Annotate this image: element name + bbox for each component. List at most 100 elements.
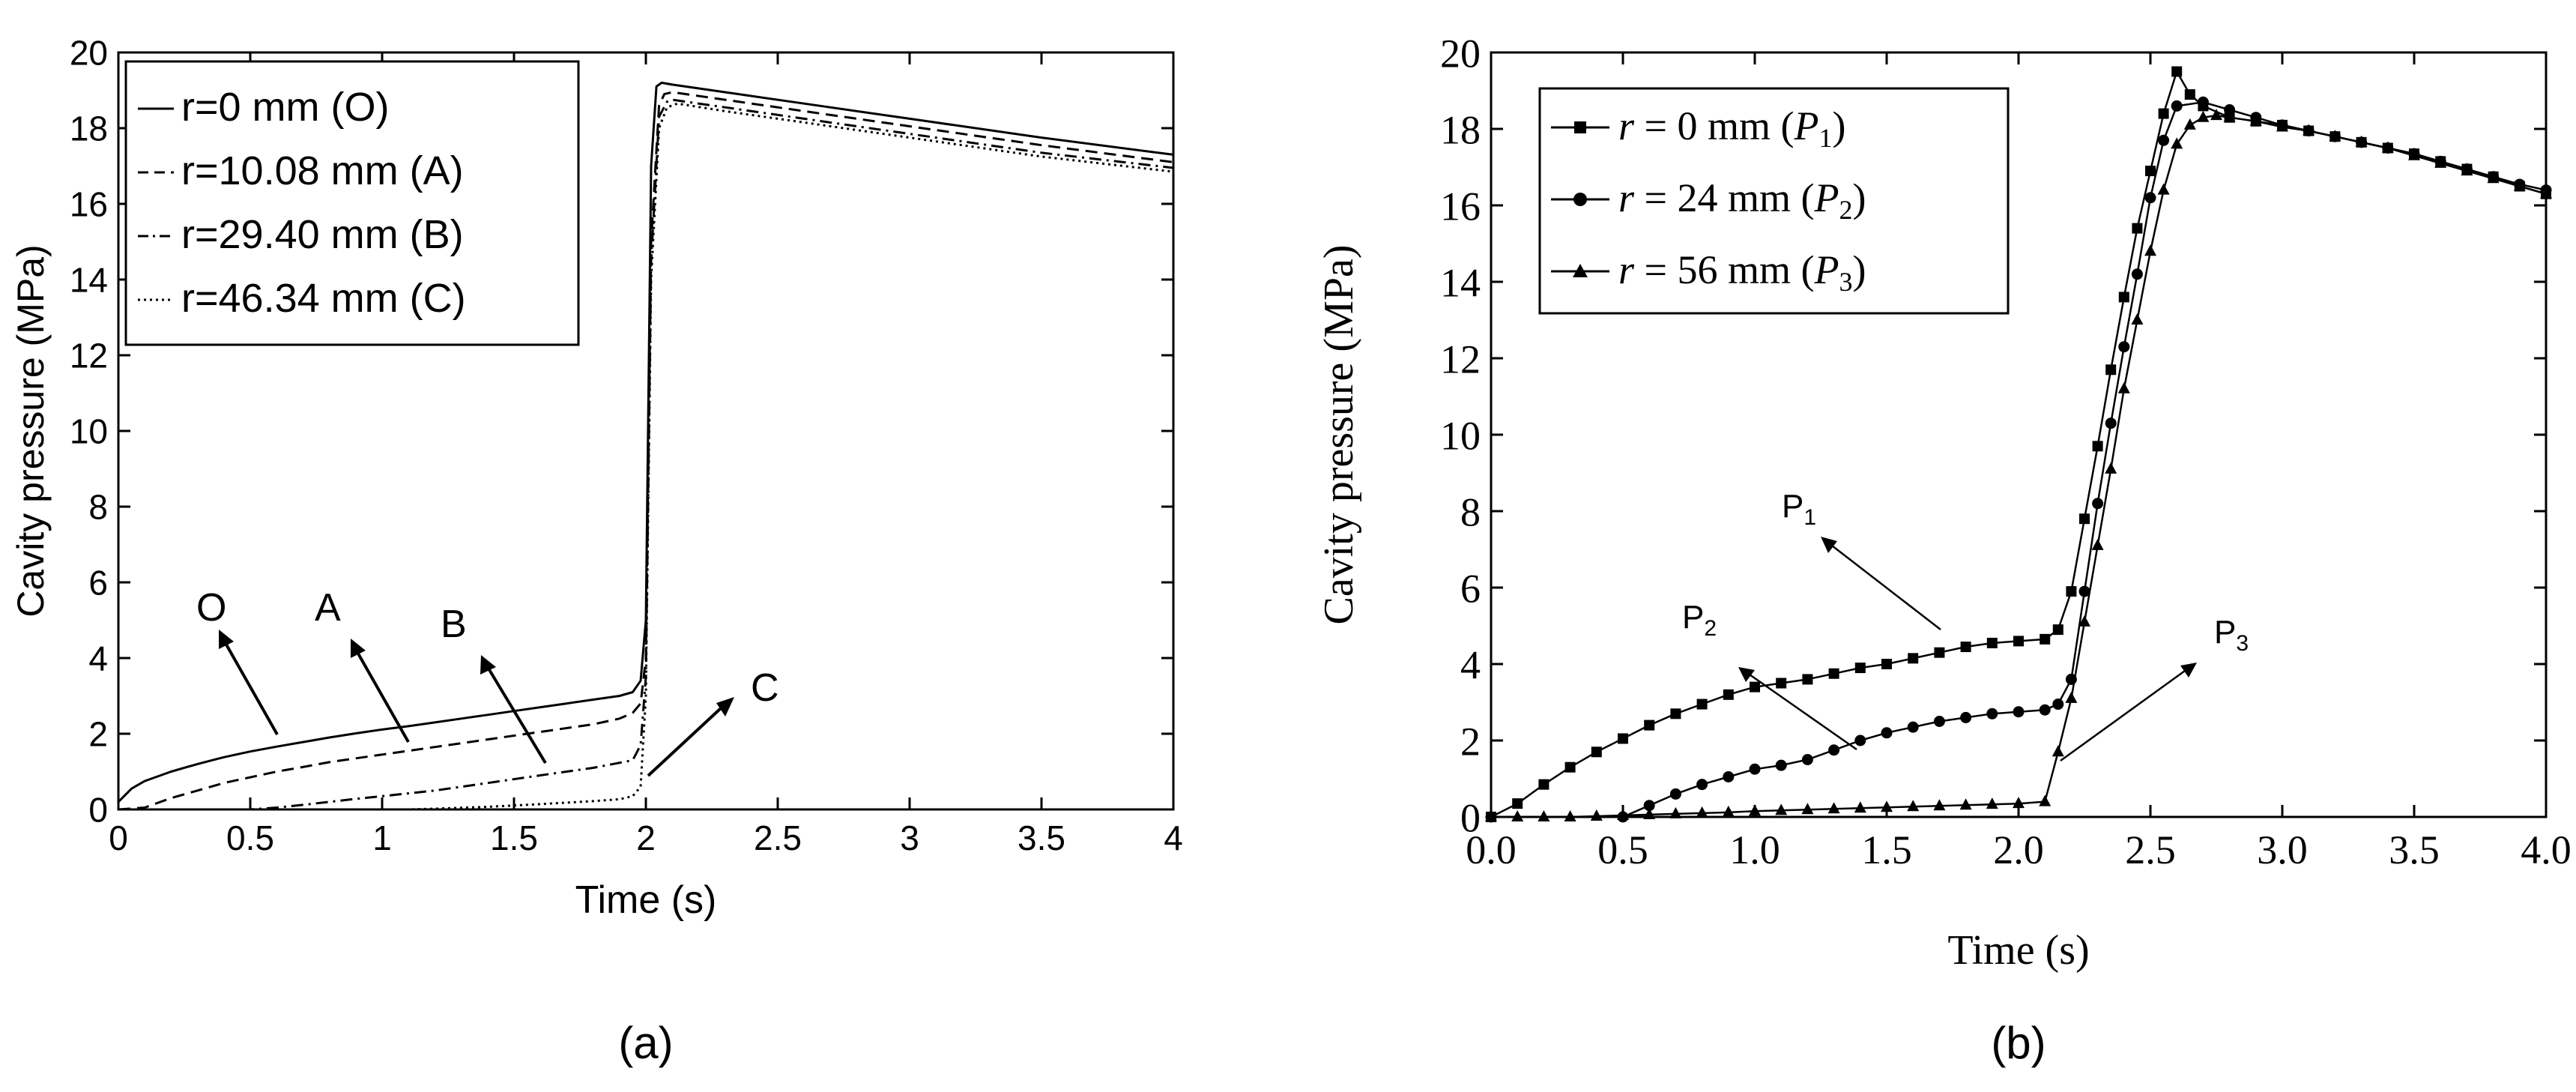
annotation-p3-arrow — [2060, 669, 2186, 762]
annotation-p3-arrowhead — [2180, 663, 2197, 678]
data-point-square — [2092, 441, 2103, 452]
data-point-square — [2013, 636, 2024, 647]
data-point-circle — [1854, 734, 1866, 746]
data-point-circle — [2105, 417, 2117, 429]
data-point-triangle — [1643, 807, 1656, 819]
data-point-triangle — [2329, 130, 2341, 142]
annotation-p1-arrowhead — [1821, 537, 1837, 553]
x-tick-label: 0 — [109, 818, 128, 857]
panel-b-series — [1485, 66, 2552, 823]
data-point-triangle — [2303, 124, 2315, 136]
data-point-square — [2171, 66, 2183, 77]
data-point-triangle — [1801, 803, 1814, 815]
panel-b-ticks: 0.0 0.5 1.0 1.5 2.0 2.5 3.0 3.5 4.0 0 2 4 6 8 10 12 14 16… — [1440, 31, 2572, 872]
data-point-circle — [1801, 754, 1813, 765]
data-point-circle — [1696, 779, 1708, 791]
y-tick-label: 18 — [70, 109, 108, 148]
annotation-p1-label: P1 — [1782, 488, 1816, 530]
data-point-square — [2118, 292, 2129, 303]
data-point-circle — [1881, 727, 1893, 739]
series-line-3 — [1491, 114, 2547, 818]
y-tick-label: 0 — [1460, 795, 1481, 840]
data-point-square — [1960, 642, 1971, 653]
panel-b-label: (b) — [1991, 1018, 2046, 1068]
y-tick-label: 20 — [70, 34, 108, 73]
data-point-triangle — [1617, 808, 1629, 820]
data-point-triangle — [2434, 156, 2447, 168]
annotation-b-arrow — [487, 667, 547, 764]
annotation-c-label: C — [751, 666, 779, 710]
data-point-triangle — [1959, 798, 1972, 810]
annotation-p3-label: P3 — [2214, 614, 2249, 656]
legend-text-p3: r = 56 mm (P3) — [1618, 247, 1866, 297]
y-tick-label: 10 — [70, 412, 108, 451]
data-point-triangle — [2540, 187, 2552, 199]
y-tick-label: 8 — [1460, 489, 1481, 534]
data-point-circle — [2092, 498, 2104, 510]
data-point-square — [2184, 89, 2195, 100]
data-point-triangle — [2144, 244, 2156, 256]
annotation-o-arrow — [225, 644, 279, 735]
panel-b-legend: r = 0 mm (P1) r = 24 mm (P2) r = 56 mm (… — [1551, 103, 1866, 297]
panel-a-legend: r=0 mm (O) r=10.08 mm (A) r=29.40 mm (B)… — [138, 85, 466, 321]
data-point-square — [2066, 586, 2077, 597]
x-tick-label: 4.0 — [2521, 827, 2572, 872]
y-tick-label: 2 — [88, 715, 108, 754]
annotation-a-label: A — [315, 586, 341, 630]
data-point-triangle — [2461, 164, 2473, 176]
x-tick-label: 3 — [900, 818, 919, 857]
annotation-c-arrowhead — [716, 697, 734, 717]
data-point-square — [1934, 647, 1945, 658]
y-tick-label: 6 — [1460, 566, 1481, 611]
data-point-circle — [1723, 770, 1735, 782]
panel-a-chart: 0 0.5 1 1.5 2 2.5 3 3.5 4 0 2 4 6 8 10 12 14 16 18 20 r=0 m… — [10, 34, 1183, 1068]
data-point-square — [2145, 166, 2156, 177]
x-tick-label: 4 — [1164, 818, 1183, 857]
y-tick-label: 4 — [88, 639, 108, 678]
data-point-circle — [2078, 585, 2090, 597]
data-point-square — [1776, 678, 1787, 689]
annotation-p2-arrowhead — [1738, 667, 1755, 682]
data-point-triangle — [1538, 810, 1550, 821]
data-point-square — [1564, 761, 1576, 773]
data-point-triangle — [2249, 114, 2262, 126]
panel-a-ticks: 0 0.5 1 1.5 2 2.5 3 3.5 4 0 2 4 6 8 10 12 14 16 18 20 — [70, 34, 1183, 857]
y-tick-label: 12 — [70, 337, 108, 375]
legend-marker-circle — [1573, 193, 1587, 206]
data-point-square — [1881, 659, 1892, 669]
data-point-circle — [2013, 706, 2025, 718]
y-tick-label: 2 — [1460, 719, 1481, 764]
data-point-square — [2158, 108, 2169, 119]
x-tick-label: 2.5 — [754, 818, 802, 857]
annotation-p2-label: P2 — [1682, 599, 1717, 641]
data-point-square — [1908, 653, 1919, 664]
data-point-circle — [1828, 744, 1840, 756]
panel-a-ylabel: Cavity pressure (MPa) — [10, 244, 52, 617]
y-tick-label: 14 — [1440, 260, 1481, 305]
data-point-triangle — [1854, 801, 1866, 813]
y-tick-label: 16 — [1440, 184, 1481, 229]
y-tick-label: 10 — [1440, 413, 1481, 458]
y-tick-label: 16 — [70, 185, 108, 224]
data-point-triangle — [2381, 141, 2394, 153]
data-point-triangle — [2065, 691, 2078, 703]
y-tick-label: 6 — [88, 564, 108, 603]
x-tick-label: 3.5 — [2389, 827, 2440, 872]
annotation-o-arrowhead — [219, 630, 234, 649]
annotation-p1-arrow — [1831, 545, 1941, 630]
panel-b-ylabel: Cavity pressure (MPa) — [1316, 244, 1362, 624]
data-point-triangle — [1907, 800, 1920, 812]
legend-entry-p3: r = 56 mm (P3) — [1551, 247, 1866, 297]
x-tick-label: 1.5 — [490, 818, 538, 857]
data-point-triangle — [2091, 538, 2104, 550]
data-point-triangle — [2513, 179, 2526, 191]
data-point-triangle — [1722, 805, 1735, 817]
x-tick-label: 1.5 — [1861, 827, 1912, 872]
data-point-triangle — [1749, 804, 1761, 816]
x-tick-label: 1.0 — [1729, 827, 1780, 872]
data-point-square — [1512, 798, 1523, 809]
data-point-circle — [2052, 699, 2064, 711]
data-point-square — [1644, 720, 1655, 731]
data-point-triangle — [2276, 120, 2288, 132]
data-point-triangle — [2039, 794, 2052, 806]
